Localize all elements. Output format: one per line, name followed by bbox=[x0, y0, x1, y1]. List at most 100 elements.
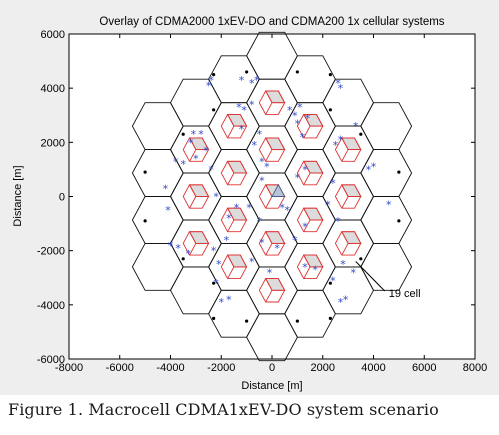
base-station-point bbox=[359, 257, 363, 261]
user-marker: * bbox=[208, 74, 214, 87]
cell-sector-outline bbox=[296, 207, 324, 233]
y-tick-label: 4000 bbox=[41, 83, 65, 95]
sector-divider bbox=[227, 172, 235, 185]
user-marker: * bbox=[249, 98, 255, 111]
x-tick-label: -2000 bbox=[207, 362, 235, 374]
sector-divider bbox=[189, 137, 197, 150]
sector-divider bbox=[341, 231, 349, 244]
sector-divider bbox=[189, 184, 197, 197]
user-marker: * bbox=[343, 293, 349, 306]
user-marker: * bbox=[251, 139, 257, 152]
cell-sector-outline bbox=[220, 254, 248, 280]
sector-divider bbox=[303, 266, 311, 279]
sector-divider bbox=[227, 254, 235, 268]
cell-sector-outline bbox=[258, 278, 286, 303]
base-station-point bbox=[181, 257, 185, 261]
y-tick-label: -4000 bbox=[37, 300, 65, 312]
axis-layer: -8000 -6000 -4000 -2000 0 2000 4000 6000 8000-60… bbox=[37, 29, 487, 374]
user-marker: * bbox=[338, 296, 344, 309]
user-marker: * bbox=[208, 163, 214, 176]
user-marker: * bbox=[236, 101, 242, 114]
x-tick-label: 6000 bbox=[412, 362, 436, 374]
user-layer: ** * * * *** * * * **** ***** **** ******* **** ** ***… bbox=[163, 74, 392, 309]
base-station-point bbox=[295, 70, 299, 74]
user-marker: * bbox=[165, 204, 171, 217]
cell-sector-outline bbox=[220, 113, 248, 139]
user-marker: * bbox=[284, 204, 290, 217]
cell-hexagon bbox=[169, 266, 222, 315]
sector-divider bbox=[303, 172, 311, 185]
user-marker: * bbox=[206, 79, 212, 92]
sector-divider bbox=[189, 196, 197, 209]
cell-sector-outline bbox=[296, 160, 324, 186]
chart-title: Overlay of CDMA2000 1xEV-DO and CDMA200 … bbox=[99, 16, 444, 28]
user-marker: * bbox=[274, 242, 280, 255]
cell-sector-outline bbox=[258, 90, 286, 115]
user-marker: * bbox=[333, 139, 339, 152]
user-marker: * bbox=[163, 182, 169, 195]
annotation-layer: 19 cell bbox=[355, 261, 421, 300]
user-marker: * bbox=[203, 144, 209, 157]
sector-divider bbox=[265, 278, 273, 291]
base-station-point bbox=[245, 70, 249, 74]
user-marker: * bbox=[295, 172, 301, 185]
base-station-point bbox=[295, 319, 299, 323]
base-station-point bbox=[143, 219, 147, 223]
cell-sector-outline bbox=[334, 137, 362, 162]
sector-divider bbox=[341, 184, 349, 197]
user-marker: * bbox=[257, 215, 263, 228]
user-marker: * bbox=[312, 264, 318, 277]
user-marker: * bbox=[213, 277, 219, 290]
user-marker: * bbox=[219, 296, 225, 309]
sector-divider bbox=[265, 137, 273, 150]
sector-divider bbox=[265, 184, 273, 197]
cell-sector-outline bbox=[296, 113, 324, 139]
user-marker: * bbox=[211, 245, 217, 258]
user-marker: * bbox=[264, 161, 270, 174]
cell-sector-outline bbox=[334, 184, 362, 209]
user-marker: * bbox=[292, 234, 298, 247]
user-marker: * bbox=[287, 104, 293, 117]
user-marker: * bbox=[213, 191, 219, 204]
user-marker: * bbox=[300, 131, 306, 144]
user-marker: * bbox=[371, 161, 377, 174]
user-marker: * bbox=[257, 128, 263, 141]
user-marker: * bbox=[340, 258, 346, 271]
sector-divider bbox=[303, 161, 311, 174]
figure-panel: * * * * * * * * * * * * * * * * * * * * * * * * * * * * * * * * * * * * * * * *… bbox=[0, 0, 499, 395]
x-tick-label: -6000 bbox=[106, 362, 134, 374]
user-marker: * bbox=[297, 101, 303, 114]
user-marker: * bbox=[259, 174, 265, 187]
x-tick-label: 8000 bbox=[463, 362, 487, 374]
sector-divider bbox=[265, 243, 273, 256]
user-marker: * bbox=[239, 123, 245, 136]
user-marker: * bbox=[386, 199, 392, 212]
cell-sector-outline bbox=[182, 184, 210, 209]
sector-divider bbox=[265, 290, 273, 303]
user-marker: * bbox=[366, 163, 372, 176]
annotation-label: 19 cell bbox=[389, 288, 421, 300]
sector-divider bbox=[265, 196, 273, 209]
user-marker: * bbox=[353, 120, 359, 133]
user-marker: * bbox=[173, 155, 179, 168]
user-marker: * bbox=[267, 266, 273, 279]
base-station-point bbox=[328, 73, 332, 77]
figure-caption: Figure 1. Macrocell CDMA1xEV-DO system s… bbox=[8, 400, 439, 419]
y-tick-label: -6000 bbox=[37, 354, 65, 366]
sector-divider bbox=[227, 266, 235, 279]
base-station-point bbox=[212, 73, 216, 77]
base-station-point bbox=[328, 108, 332, 112]
user-marker: * bbox=[249, 77, 255, 90]
user-marker: * bbox=[295, 117, 301, 130]
base-station-point bbox=[181, 132, 185, 136]
sector-divider bbox=[227, 125, 235, 139]
sector-divider bbox=[189, 231, 197, 244]
user-marker: * bbox=[279, 201, 285, 214]
user-marker: * bbox=[191, 128, 197, 141]
user-marker: * bbox=[198, 128, 204, 141]
user-marker: * bbox=[239, 74, 245, 87]
user-marker: * bbox=[249, 256, 255, 269]
user-marker: * bbox=[292, 109, 298, 122]
cell-sector-outline bbox=[258, 137, 286, 162]
sector-divider bbox=[265, 231, 273, 244]
